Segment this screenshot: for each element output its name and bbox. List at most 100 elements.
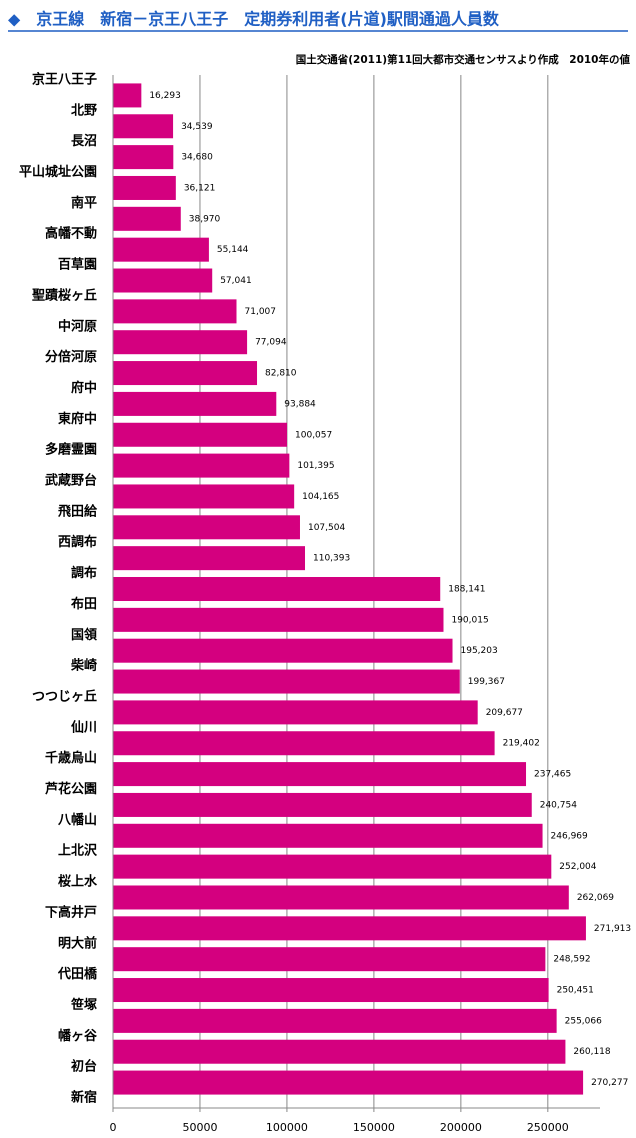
bar bbox=[113, 175, 176, 200]
bar bbox=[113, 83, 142, 108]
bar bbox=[113, 854, 552, 879]
bar bbox=[113, 206, 181, 231]
bar bbox=[113, 669, 460, 694]
bar bbox=[113, 792, 532, 817]
value-label: 93,884 bbox=[284, 399, 316, 409]
value-label: 71,007 bbox=[245, 307, 277, 317]
value-label: 199,367 bbox=[468, 677, 505, 687]
bar bbox=[113, 638, 453, 663]
station-label: 京王八王子 bbox=[32, 72, 97, 88]
value-label: 104,165 bbox=[302, 492, 339, 502]
value-label: 82,810 bbox=[265, 369, 297, 379]
bar bbox=[113, 546, 306, 571]
value-label: 260,118 bbox=[573, 1047, 610, 1057]
station-label: 千歳烏山 bbox=[45, 750, 97, 766]
station-label: 笹塚 bbox=[71, 997, 97, 1013]
bar bbox=[113, 823, 543, 848]
value-label: 188,141 bbox=[448, 585, 485, 595]
bar bbox=[113, 607, 444, 632]
value-label: 262,069 bbox=[577, 893, 614, 903]
value-label: 248,592 bbox=[553, 955, 590, 965]
bar bbox=[113, 1039, 566, 1064]
station-label: 北野 bbox=[71, 103, 97, 118]
bar bbox=[113, 731, 495, 756]
station-label: 芦花公園 bbox=[45, 781, 97, 797]
bar bbox=[113, 577, 441, 601]
station-label: 仙川 bbox=[71, 719, 97, 735]
bar bbox=[113, 978, 549, 1003]
bar bbox=[113, 762, 527, 787]
value-label: 107,504 bbox=[308, 523, 345, 533]
bar bbox=[113, 916, 586, 941]
value-label: 190,015 bbox=[451, 615, 488, 625]
station-label: 南平 bbox=[71, 195, 97, 211]
station-label: 聖蹟桜ヶ丘 bbox=[32, 287, 97, 303]
value-label: 55,144 bbox=[217, 245, 249, 255]
value-label: 100,057 bbox=[295, 430, 332, 440]
station-label: 長沼 bbox=[71, 134, 97, 149]
station-label: 幡ヶ谷 bbox=[58, 1028, 98, 1044]
station-label: 上北沢 bbox=[58, 843, 98, 859]
value-label: 57,041 bbox=[220, 276, 252, 286]
station-label: 国領 bbox=[71, 627, 98, 643]
station-label: 分倍河原 bbox=[45, 349, 97, 365]
bar bbox=[113, 361, 258, 386]
x-tick-label: 100000 bbox=[266, 1121, 308, 1134]
value-label: 101,395 bbox=[297, 461, 334, 471]
bar bbox=[113, 114, 174, 139]
bar bbox=[113, 299, 237, 324]
station-label: 多磨霊園 bbox=[45, 442, 97, 458]
station-label: 明大前 bbox=[58, 935, 97, 951]
bar bbox=[113, 885, 569, 910]
station-label: 西調布 bbox=[58, 534, 97, 550]
value-label: 195,203 bbox=[461, 646, 498, 656]
station-label: 調布 bbox=[71, 565, 97, 581]
bar bbox=[113, 1008, 557, 1033]
x-tick-label: 50000 bbox=[182, 1121, 217, 1134]
station-label: 高幡不動 bbox=[45, 226, 97, 242]
value-label: 34,680 bbox=[181, 153, 213, 163]
x-tick-label: 0 bbox=[110, 1121, 117, 1134]
station-label: 新宿 bbox=[71, 1090, 97, 1106]
station-label: 百草園 bbox=[58, 257, 97, 273]
bar bbox=[113, 453, 290, 478]
value-label: 250,451 bbox=[557, 986, 594, 996]
bar bbox=[113, 391, 277, 416]
bar bbox=[113, 947, 546, 972]
value-label: 252,004 bbox=[559, 862, 596, 872]
station-label: 東府中 bbox=[58, 411, 97, 427]
bar bbox=[113, 237, 209, 262]
value-label: 36,121 bbox=[184, 183, 216, 193]
value-label: 237,465 bbox=[534, 770, 571, 780]
x-tick-label: 150000 bbox=[353, 1121, 395, 1134]
bar bbox=[113, 422, 288, 447]
value-label: 271,913 bbox=[594, 924, 631, 934]
value-label: 38,970 bbox=[189, 214, 221, 224]
station-label: 八幡山 bbox=[57, 812, 97, 828]
bar bbox=[113, 1070, 584, 1095]
station-label: 武蔵野台 bbox=[45, 473, 97, 489]
station-label: 平山城址公園 bbox=[19, 164, 97, 180]
value-label: 246,969 bbox=[551, 831, 588, 841]
bar bbox=[113, 515, 300, 540]
station-label: 布田 bbox=[71, 596, 97, 612]
station-label: 初台 bbox=[71, 1059, 97, 1075]
bar bbox=[113, 268, 213, 293]
value-label: 110,393 bbox=[313, 554, 350, 564]
station-label: 府中 bbox=[71, 380, 97, 396]
x-tick-label: 250000 bbox=[527, 1121, 569, 1134]
station-label: 柴崎 bbox=[70, 658, 97, 674]
bar bbox=[113, 484, 295, 509]
station-label: 飛田給 bbox=[57, 503, 98, 519]
value-label: 219,402 bbox=[503, 739, 540, 749]
value-label: 16,293 bbox=[149, 91, 181, 101]
chart-subtitle: 国土交通省(2011)第11回大都市交通センサスより作成 2010年の値 bbox=[296, 53, 631, 66]
bar bbox=[113, 700, 478, 725]
bar bbox=[113, 145, 174, 170]
station-label: 代田橋 bbox=[57, 966, 98, 982]
value-label: 77,094 bbox=[255, 338, 287, 348]
bar bbox=[113, 330, 248, 355]
value-label: 255,066 bbox=[565, 1016, 602, 1026]
station-label: 中河原 bbox=[58, 318, 97, 334]
